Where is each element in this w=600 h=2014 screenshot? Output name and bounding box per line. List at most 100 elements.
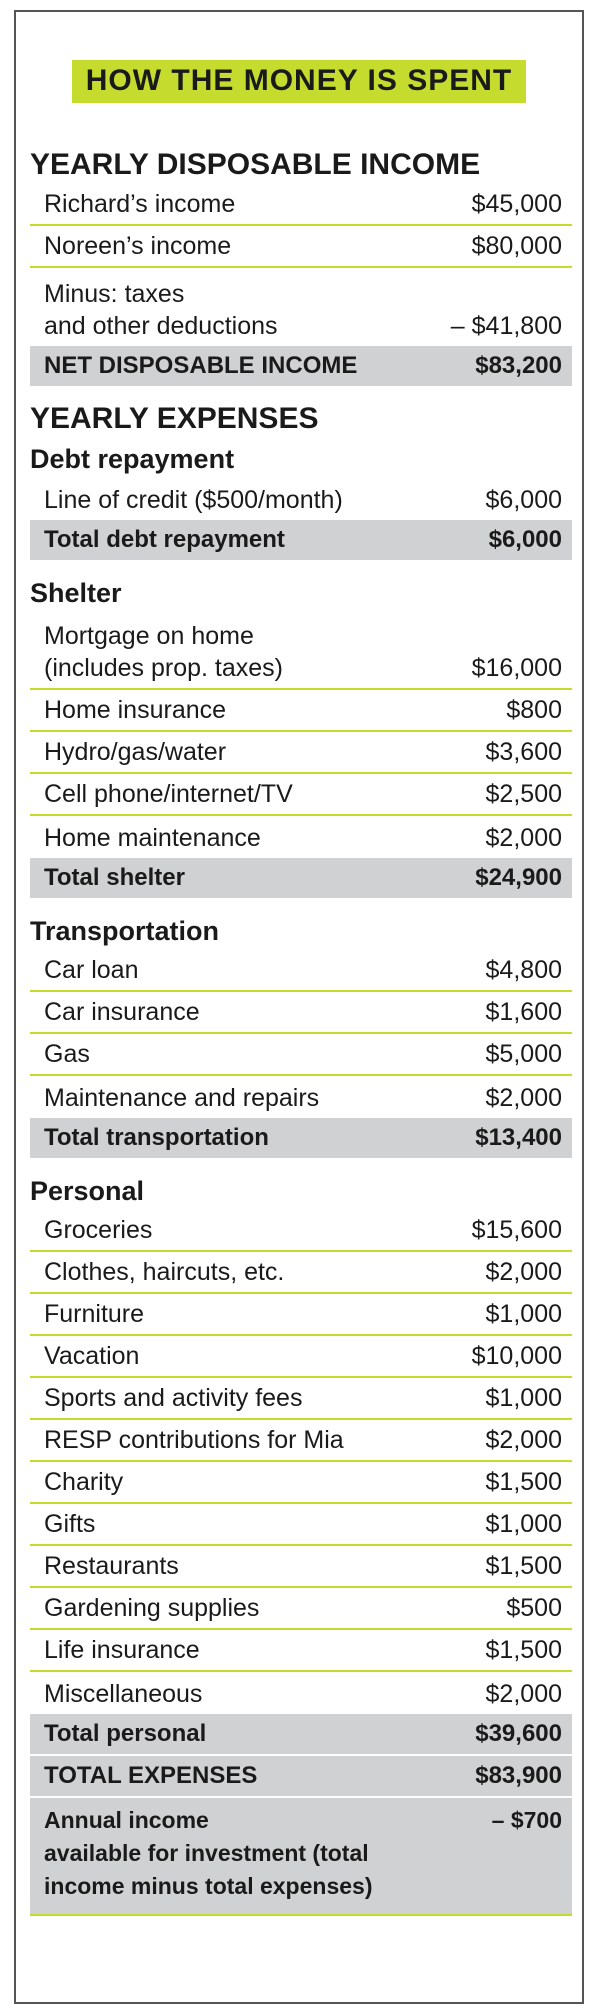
table-row: Cell phone/internet/TV $2,500: [30, 774, 572, 816]
table-row: Clothes, haircuts, etc. $2,000: [30, 1252, 572, 1294]
row-label: Gas: [44, 1040, 90, 1068]
table-row: Miscellaneous $2,000: [30, 1672, 572, 1714]
row-label: Clothes, haircuts, etc.: [44, 1258, 285, 1286]
total-label: Total shelter: [44, 864, 185, 891]
row-label: Miscellaneous: [44, 1680, 203, 1708]
annual-income-row: Annual income available for investment (…: [30, 1798, 572, 1916]
row-value: – $41,800: [450, 312, 562, 340]
total-row: Total personal $39,600: [30, 1714, 572, 1756]
table-row: Gifts $1,000: [30, 1504, 572, 1546]
table-row: Car loan $4,800: [30, 950, 572, 992]
table-row: Home insurance $800: [30, 690, 572, 732]
row-label: Maintenance and repairs: [44, 1084, 320, 1112]
total-value: $24,900: [475, 864, 562, 891]
table-row: Richard’s income $45,000: [30, 184, 572, 226]
row-value: $800: [506, 696, 562, 724]
total-label: Total personal: [44, 1720, 207, 1747]
row-value: $2,000: [485, 1084, 562, 1112]
total-value: $39,600: [475, 1720, 562, 1747]
row-label: RESP contributions for Mia: [44, 1426, 344, 1454]
table-row: Life insurance $1,500: [30, 1630, 572, 1672]
row-label: Mortgage on home (includes prop. taxes): [44, 622, 284, 682]
row-label: Restaurants: [44, 1552, 179, 1580]
total-label: Total debt repayment: [44, 526, 285, 553]
page-title: HOW THE MONEY IS SPENT: [71, 60, 527, 103]
row-value: $2,000: [485, 824, 562, 852]
income-heading: YEARLY DISPOSABLE INCOME: [30, 148, 481, 181]
row-label: Home maintenance: [44, 824, 261, 852]
row-value: $2,000: [485, 1258, 562, 1286]
row-label: Furniture: [44, 1300, 145, 1328]
total-label: Total transportation: [44, 1124, 269, 1151]
table-row: Home maintenance $2,000: [30, 816, 572, 858]
final-label: Annual income available for investment (…: [44, 1807, 373, 1899]
row-value: $2,500: [485, 780, 562, 808]
row-value: $15,600: [471, 1216, 562, 1244]
row-value: $1,000: [485, 1300, 562, 1328]
table-frame: HOW THE MONEY IS SPENT YEARLY DISPOSABLE…: [14, 10, 584, 2004]
row-label: Car insurance: [44, 998, 200, 1026]
row-label: Groceries: [44, 1216, 153, 1244]
row-value: $1,500: [485, 1552, 562, 1580]
row-label: Vacation: [44, 1342, 140, 1370]
row-value: $1,500: [485, 1468, 562, 1496]
total-row: Total debt repayment $6,000: [30, 520, 572, 562]
row-label: Cell phone/internet/TV: [44, 780, 293, 808]
row-value: $4,800: [485, 956, 562, 984]
row-label: Gardening supplies: [44, 1594, 260, 1622]
row-label: Car loan: [44, 956, 139, 984]
row-value: $2,000: [485, 1426, 562, 1454]
section-heading-debt: Debt repayment: [30, 444, 235, 474]
table-row: RESP contributions for Mia $2,000: [30, 1420, 572, 1462]
row-label: Charity: [44, 1468, 124, 1496]
table-row: Hydro/gas/water $3,600: [30, 732, 572, 774]
table-row: Restaurants $1,500: [30, 1546, 572, 1588]
row-label: Sports and activity fees: [44, 1384, 303, 1412]
row-value: $10,000: [471, 1342, 562, 1370]
total-value: $83,900: [475, 1762, 562, 1789]
title-wrap: HOW THE MONEY IS SPENT: [16, 60, 582, 103]
table-row: Noreen’s income $80,000: [30, 226, 572, 268]
total-label: TOTAL EXPENSES: [44, 1762, 258, 1789]
table-content: YEARLY DISPOSABLE INCOME Richard’s incom…: [30, 144, 572, 1916]
section-heading-transportation: Transportation: [30, 916, 220, 946]
table-row: Furniture $1,000: [30, 1294, 572, 1336]
section-heading-personal: Personal: [30, 1176, 145, 1206]
table-row: Car insurance $1,600: [30, 992, 572, 1034]
row-value: $1,600: [485, 998, 562, 1026]
row-value: $80,000: [471, 232, 562, 260]
total-value: $6,000: [488, 526, 562, 553]
row-value: $6,000: [485, 486, 562, 514]
table-row: Minus: taxes and other deductions – $41,…: [30, 268, 572, 346]
table-row: Gardening supplies $500: [30, 1588, 572, 1630]
total-expenses-row: TOTAL EXPENSES $83,900: [30, 1756, 572, 1798]
table-row: Groceries $15,600: [30, 1210, 572, 1252]
row-label: Minus: taxes and other deductions: [44, 280, 278, 340]
total-value: $13,400: [475, 1124, 562, 1151]
table-row: Vacation $10,000: [30, 1336, 572, 1378]
row-label: Life insurance: [44, 1636, 200, 1664]
row-label: Richard’s income: [44, 190, 236, 218]
row-value: $1,500: [485, 1636, 562, 1664]
row-label: Hydro/gas/water: [44, 738, 227, 766]
row-label: Noreen’s income: [44, 232, 232, 260]
row-value: $2,000: [485, 1680, 562, 1708]
row-value: $5,000: [485, 1040, 562, 1068]
table-row: Line of credit ($500/month) $6,000: [30, 478, 572, 520]
total-row: NET DISPOSABLE INCOME $83,200: [30, 346, 572, 388]
total-row: Total shelter $24,900: [30, 858, 572, 900]
row-label: Home insurance: [44, 696, 227, 724]
row-value: $3,600: [485, 738, 562, 766]
total-value: $83,200: [475, 352, 562, 379]
final-value: – $700: [491, 1807, 562, 1833]
total-row: Total transportation $13,400: [30, 1118, 572, 1160]
section-heading-shelter: Shelter: [30, 578, 122, 608]
row-label: Line of credit ($500/month): [44, 486, 343, 514]
table-row: Mortgage on home (includes prop. taxes) …: [30, 612, 572, 690]
table-row: Sports and activity fees $1,000: [30, 1378, 572, 1420]
total-label: NET DISPOSABLE INCOME: [44, 352, 358, 379]
row-value: $45,000: [471, 190, 562, 218]
row-value: $16,000: [471, 654, 562, 682]
expenses-heading: YEARLY EXPENSES: [30, 402, 319, 435]
row-value: $500: [506, 1594, 562, 1622]
